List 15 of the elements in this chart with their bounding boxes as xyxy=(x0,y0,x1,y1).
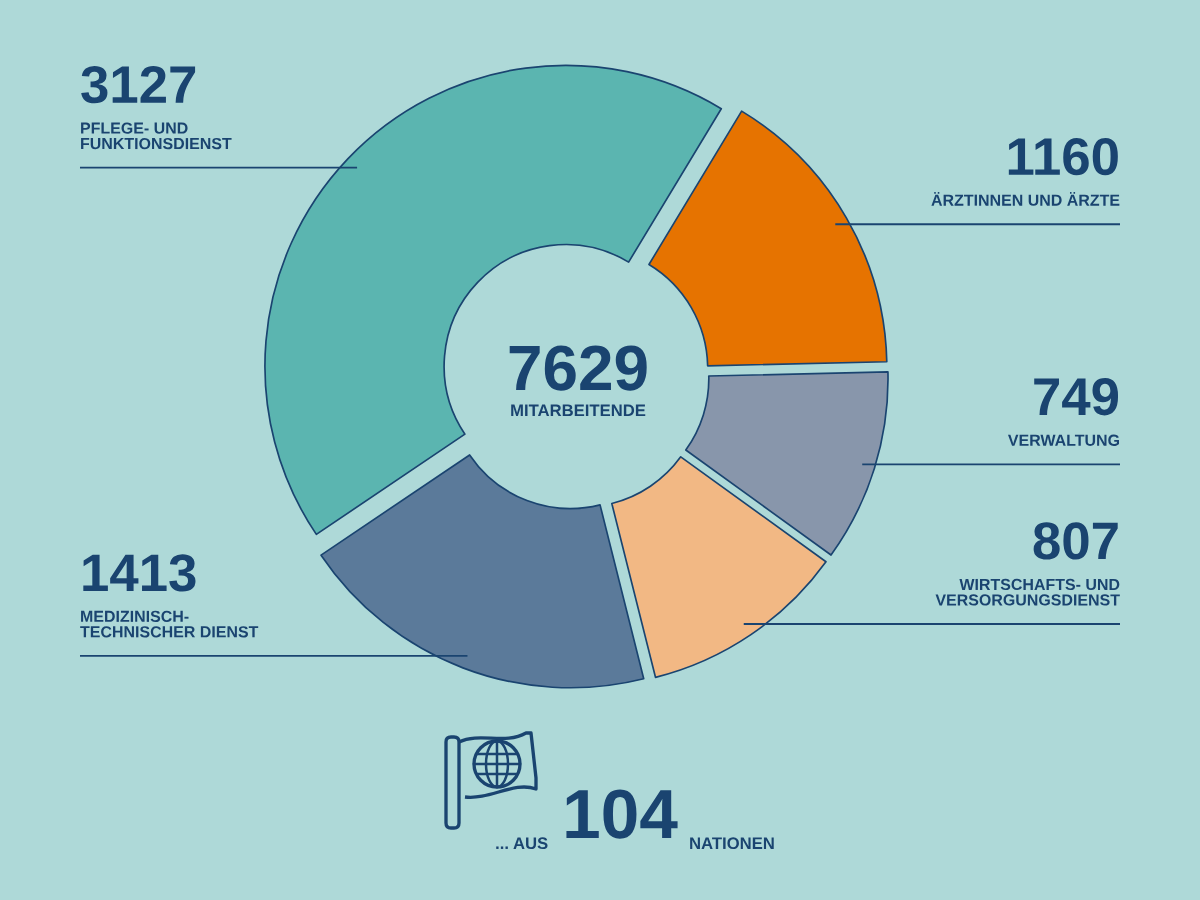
text: MITARBEITENDE xyxy=(511,404,646,416)
slice-label: ÄRZTINNEN UND ÄRZTE xyxy=(931,192,1120,206)
text: 104 xyxy=(566,789,678,839)
text: 7629 xyxy=(509,345,647,391)
data-label: 1413 xyxy=(83,554,196,592)
slice-label: WIRTSCHAFTS- UND VERSORGUNGSDIENST xyxy=(935,578,1120,606)
slice-label: PFLEGE- UND FUNKTIONSDIENST xyxy=(81,122,232,150)
data-label: 807 xyxy=(1033,522,1118,560)
slice-label: VERWALTUNG xyxy=(1007,434,1120,446)
data-label: 749 xyxy=(1034,378,1119,416)
slice-label: MEDIZINISCH- TECHNISCHER DIENST xyxy=(80,610,259,638)
text: NATIONEN xyxy=(690,837,774,850)
text: ... AUS xyxy=(496,837,548,850)
data-label: 3127 xyxy=(81,65,196,104)
data-label: 1160 xyxy=(1008,137,1118,176)
